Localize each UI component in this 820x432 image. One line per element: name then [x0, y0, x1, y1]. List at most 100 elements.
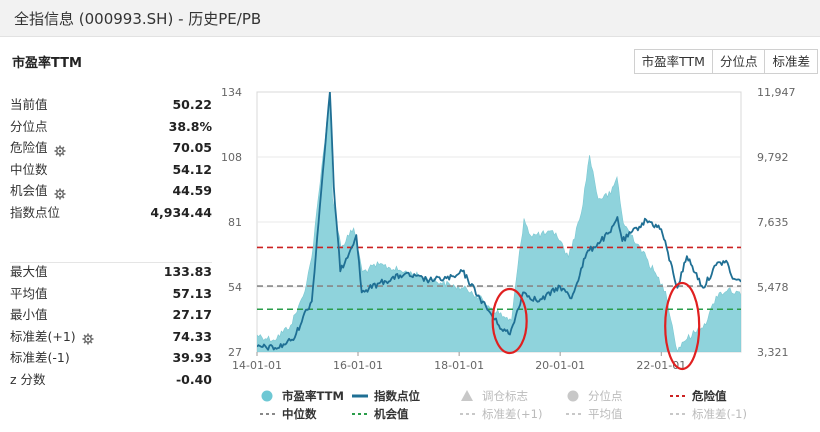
- stat-value: 39.93: [172, 350, 212, 365]
- stat-row: z 分数 -0.40: [10, 369, 212, 391]
- stat-row: 指数点位 4,934.44: [10, 202, 212, 224]
- x-tick-label: 14-01-01: [232, 359, 282, 372]
- legend-item[interactable]: 危险值: [670, 389, 727, 403]
- stat-value: 74.33: [172, 328, 212, 344]
- stat-label: 中位数: [10, 159, 48, 181]
- stat-value: 70.05: [172, 140, 212, 155]
- tab-std-dev[interactable]: 标准差: [764, 49, 818, 74]
- stat-label: 标准差(-1): [10, 347, 70, 369]
- gear-icon[interactable]: [82, 330, 94, 345]
- legend-item[interactable]: 调仓标志: [461, 389, 528, 403]
- stat-label: 危险值: [10, 137, 66, 159]
- stat-row: 机会值 44.59: [10, 180, 212, 202]
- stat-label-text: 危险值: [10, 140, 48, 155]
- y-axis-left: 134 108 81 54 27: [221, 86, 242, 359]
- annotation-circle: [664, 281, 701, 371]
- y-right-tick-label: 3,321: [757, 346, 789, 359]
- y-right-tick-label: 11,947: [757, 86, 796, 99]
- stat-value: 44.59: [172, 183, 212, 198]
- stats-panel-bottom: 最大值 133.83 平均值 57.13 最小值 27.17 标准差(+1) 74.33 标准差…: [10, 261, 212, 390]
- legend-triangle-icon: [461, 390, 473, 401]
- stat-label: 机会值: [10, 180, 66, 202]
- stat-label-text: 分位点: [10, 118, 48, 134]
- stat-label: 平均值: [10, 283, 48, 305]
- legend-item[interactable]: 市盈率TTM: [261, 389, 344, 403]
- x-tick-label: 16-01-01: [333, 359, 383, 372]
- annotation-circle: [491, 287, 528, 355]
- legend-item[interactable]: 中位数: [260, 407, 317, 421]
- legend-item[interactable]: 机会值: [352, 407, 409, 421]
- stat-value: 54.12: [172, 161, 212, 177]
- legend-label: 市盈率TTM: [282, 389, 344, 403]
- y-left-tick-label: 54: [228, 281, 242, 294]
- y-right-tick-label: 7,635: [757, 216, 789, 229]
- chart-title: 市盈率TTM: [12, 56, 82, 71]
- stat-row: 最大值 133.83: [10, 261, 212, 283]
- y-right-tick-label: 9,792: [757, 151, 789, 164]
- stat-row: 危险值 70.05: [10, 137, 212, 159]
- x-axis: 14-01-01 16-01-01 18-01-01 20-01-01 22-01-01: [232, 352, 686, 372]
- stat-value: 4,934.44: [150, 204, 212, 220]
- metric-tabs: 市盈率TTM 分位点 标准差: [633, 49, 818, 74]
- stat-value: -0.40: [175, 371, 212, 387]
- gear-icon[interactable]: [54, 142, 66, 157]
- stat-label: 最小值: [10, 304, 48, 326]
- annotations: [491, 281, 701, 371]
- legend-item[interactable]: 标准差(+1): [460, 407, 542, 421]
- stats-panel-top: 当前值 50.22 分位点 38.8% 危险值 70.05 中位数 54.12 机会值 44.59…: [10, 94, 212, 223]
- y-left-tick-label: 27: [228, 346, 242, 359]
- stat-label-text: 当前值: [10, 97, 48, 112]
- legend-circle-icon: [261, 390, 273, 402]
- stat-label: 最大值: [10, 261, 48, 283]
- y-axis-right: 11,947 9,792 7,635 5,478 3,321: [757, 86, 796, 359]
- stat-label: 分位点: [10, 116, 48, 138]
- stat-row: 当前值 50.22: [10, 94, 212, 116]
- tab-percentile[interactable]: 分位点: [711, 49, 766, 74]
- legend-label: 平均值: [588, 407, 623, 421]
- x-tick-label: 18-01-01: [434, 359, 484, 372]
- stat-label: z 分数: [10, 369, 46, 391]
- stat-label-text: 平均值: [10, 285, 48, 301]
- legend-item[interactable]: 指数点位: [352, 389, 420, 403]
- x-tick-label: 20-01-01: [535, 359, 585, 372]
- stat-label-text: 指数点位: [10, 204, 61, 220]
- stat-label-text: z 分数: [10, 371, 46, 387]
- stat-label-text: 中位数: [10, 161, 48, 177]
- legend-label: 指数点位: [374, 389, 420, 403]
- title-bar: 全指信息 (000993.SH) - 历史PE/PB: [0, 0, 820, 37]
- stat-label: 标准差(+1): [10, 326, 94, 348]
- stat-row: 标准差(-1) 39.93: [10, 347, 212, 369]
- legend-item[interactable]: 平均值: [566, 407, 623, 421]
- stat-value: 50.22: [172, 97, 212, 112]
- gear-icon[interactable]: [54, 185, 66, 200]
- stat-value: 57.13: [172, 285, 212, 301]
- legend-label: 危险值: [691, 389, 727, 403]
- stat-label-text: 标准差(+1): [10, 328, 76, 344]
- legend-item[interactable]: 分位点: [567, 389, 623, 403]
- stats-divider: [10, 262, 212, 263]
- y-left-tick-label: 134: [221, 86, 242, 99]
- legend-label: 分位点: [588, 389, 623, 403]
- y-left-tick-label: 108: [221, 151, 242, 164]
- stat-row: 标准差(+1) 74.33: [10, 326, 212, 348]
- stat-row: 分位点 38.8%: [10, 116, 212, 138]
- stat-value: 133.83: [163, 264, 212, 279]
- stat-label-text: 机会值: [10, 183, 48, 198]
- stat-label: 当前值: [10, 94, 48, 116]
- legend-label: 中位数: [282, 407, 317, 421]
- legend-label: 机会值: [374, 407, 409, 421]
- stat-row: 最小值 27.17: [10, 304, 212, 326]
- stat-label-text: 标准差(-1): [10, 350, 70, 365]
- window-title: 全指信息 (000993.SH) - 历史PE/PB: [14, 10, 262, 28]
- stat-value: 38.8%: [168, 118, 212, 134]
- legend-circle-icon: [567, 390, 579, 402]
- stat-label-text: 最小值: [10, 307, 48, 322]
- stat-value: 27.17: [172, 307, 212, 322]
- legend-item[interactable]: 标准差(-1): [670, 407, 747, 421]
- stat-row: 平均值 57.13: [10, 283, 212, 305]
- legend-label: 标准差(+1): [482, 407, 542, 421]
- stat-label-text: 最大值: [10, 264, 48, 279]
- legend-label: 调仓标志: [482, 389, 528, 403]
